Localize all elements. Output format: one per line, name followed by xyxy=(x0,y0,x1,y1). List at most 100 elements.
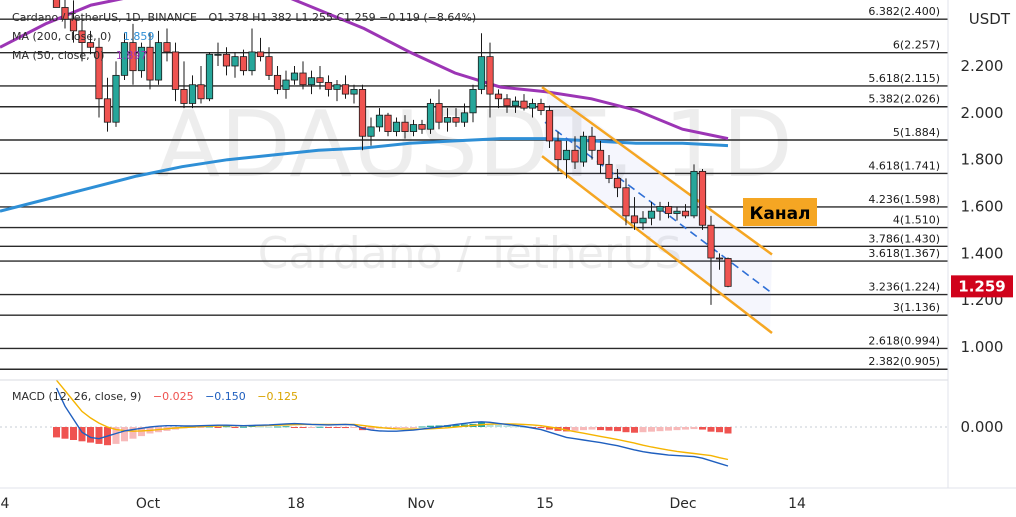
channel-upper-line[interactable] xyxy=(541,86,773,256)
candle-body xyxy=(622,187,630,217)
macd-legend-hist: −0.025 xyxy=(153,390,194,403)
fib-label: 5.382(2.026) xyxy=(868,93,940,106)
macd-hist-bar xyxy=(605,427,613,431)
candle xyxy=(401,115,409,139)
fib-label: 4(1.510) xyxy=(893,214,940,227)
macd-hist-bar xyxy=(673,427,681,431)
macd-hist-bar xyxy=(690,427,698,430)
candle xyxy=(341,75,350,99)
candle xyxy=(520,94,528,111)
candle xyxy=(375,108,384,132)
candle xyxy=(647,201,656,226)
candle xyxy=(418,119,426,134)
macd-hist-bar xyxy=(282,426,290,428)
candle xyxy=(656,201,664,221)
macd-hist-bar xyxy=(537,427,545,429)
macd-hist-bar xyxy=(724,427,732,434)
macd-hist-bar xyxy=(350,427,358,428)
candle xyxy=(231,51,239,78)
ma50-line[interactable] xyxy=(0,0,729,141)
candle xyxy=(239,49,248,76)
time-tick: 4 xyxy=(1,496,10,512)
channel-lower-line[interactable] xyxy=(541,155,773,334)
candle xyxy=(205,51,214,102)
currency-label: USDT xyxy=(969,10,1011,28)
candle-body xyxy=(163,42,171,53)
candle-body xyxy=(290,72,299,81)
ma200-line[interactable] xyxy=(0,137,729,213)
candle-body xyxy=(715,257,724,260)
macd-hist-bar xyxy=(78,427,86,442)
candle-body xyxy=(596,149,605,165)
macd-hist-bar xyxy=(265,426,273,428)
price-tick: 1.000 xyxy=(961,338,1004,356)
time-tick: 14 xyxy=(788,496,806,512)
candle xyxy=(103,77,112,132)
macd-hist-bar xyxy=(520,426,528,428)
macd-legend-signal: −0.125 xyxy=(257,390,298,403)
time-tick: Nov xyxy=(407,496,434,512)
time-axis[interactable]: 4 Oct 18 Nov 15 Dec 14 xyxy=(1,496,806,512)
candle xyxy=(290,66,299,85)
candle-body xyxy=(384,114,392,132)
candle xyxy=(715,253,724,270)
candle-body xyxy=(673,210,681,214)
candle xyxy=(460,103,469,127)
candle-body xyxy=(316,77,324,83)
candle-body xyxy=(307,77,316,86)
fib-label: 6.382(2.400) xyxy=(868,5,940,18)
macd-hist-bar xyxy=(435,425,443,427)
macd-hist-bar xyxy=(546,427,553,430)
macd-hist-bar xyxy=(631,427,638,433)
macd-signal-line[interactable] xyxy=(55,379,729,461)
time-tick: 18 xyxy=(287,496,305,512)
candle xyxy=(477,33,486,95)
macd-hist-bar xyxy=(61,427,69,439)
candle xyxy=(367,117,375,146)
candle xyxy=(426,98,435,134)
fib-label: 3.618(1.367) xyxy=(868,247,940,260)
price-tick: 1.400 xyxy=(961,244,1004,262)
candle xyxy=(596,140,605,174)
candle xyxy=(469,84,477,123)
macd-hist-bar xyxy=(716,427,723,433)
candle-body xyxy=(486,56,494,95)
candle-body xyxy=(222,53,231,67)
macd-hist-bar xyxy=(597,427,604,431)
candle-body xyxy=(613,177,622,189)
candle-body xyxy=(146,46,154,81)
macd-hist-bar xyxy=(87,427,94,443)
candle xyxy=(605,154,613,184)
legend-symbol: Cardano / TetherUS, 1D, BINANCE xyxy=(12,11,197,24)
candle xyxy=(409,119,418,137)
candle xyxy=(222,47,231,76)
macd-line[interactable] xyxy=(55,387,729,467)
candle-body xyxy=(392,121,401,132)
macd-hist-bar xyxy=(112,427,120,444)
legend-ma50: MA (50, close, 0) xyxy=(12,49,104,62)
price-tick: 2.200 xyxy=(961,57,1004,75)
candle xyxy=(61,0,69,29)
candle-body xyxy=(197,84,205,100)
macd-hist-bar xyxy=(418,426,426,428)
candle xyxy=(503,94,511,113)
channel-annotation[interactable]: Канал xyxy=(743,198,817,226)
candle xyxy=(112,61,120,127)
candle-body xyxy=(341,84,350,95)
candle-body xyxy=(112,74,120,123)
macd-hist-bar xyxy=(707,427,715,432)
legend-ohlc: O1.378 H1.382 L1.255 C1.259 −0.119 (−8.6… xyxy=(208,11,476,24)
candle xyxy=(588,126,596,160)
macd-hist-bar xyxy=(401,427,409,428)
watermark-name: Cardano / TetherUS xyxy=(258,228,682,279)
candle xyxy=(562,140,571,179)
candle-body xyxy=(579,135,588,163)
candle-body xyxy=(690,170,698,217)
channel-mid-line[interactable] xyxy=(544,121,773,294)
candle-body xyxy=(469,89,477,114)
candle-body xyxy=(418,124,426,130)
fib-label: 4.236(1.598) xyxy=(868,193,940,206)
candle-body xyxy=(681,210,690,217)
time-tick: Oct xyxy=(136,496,161,512)
